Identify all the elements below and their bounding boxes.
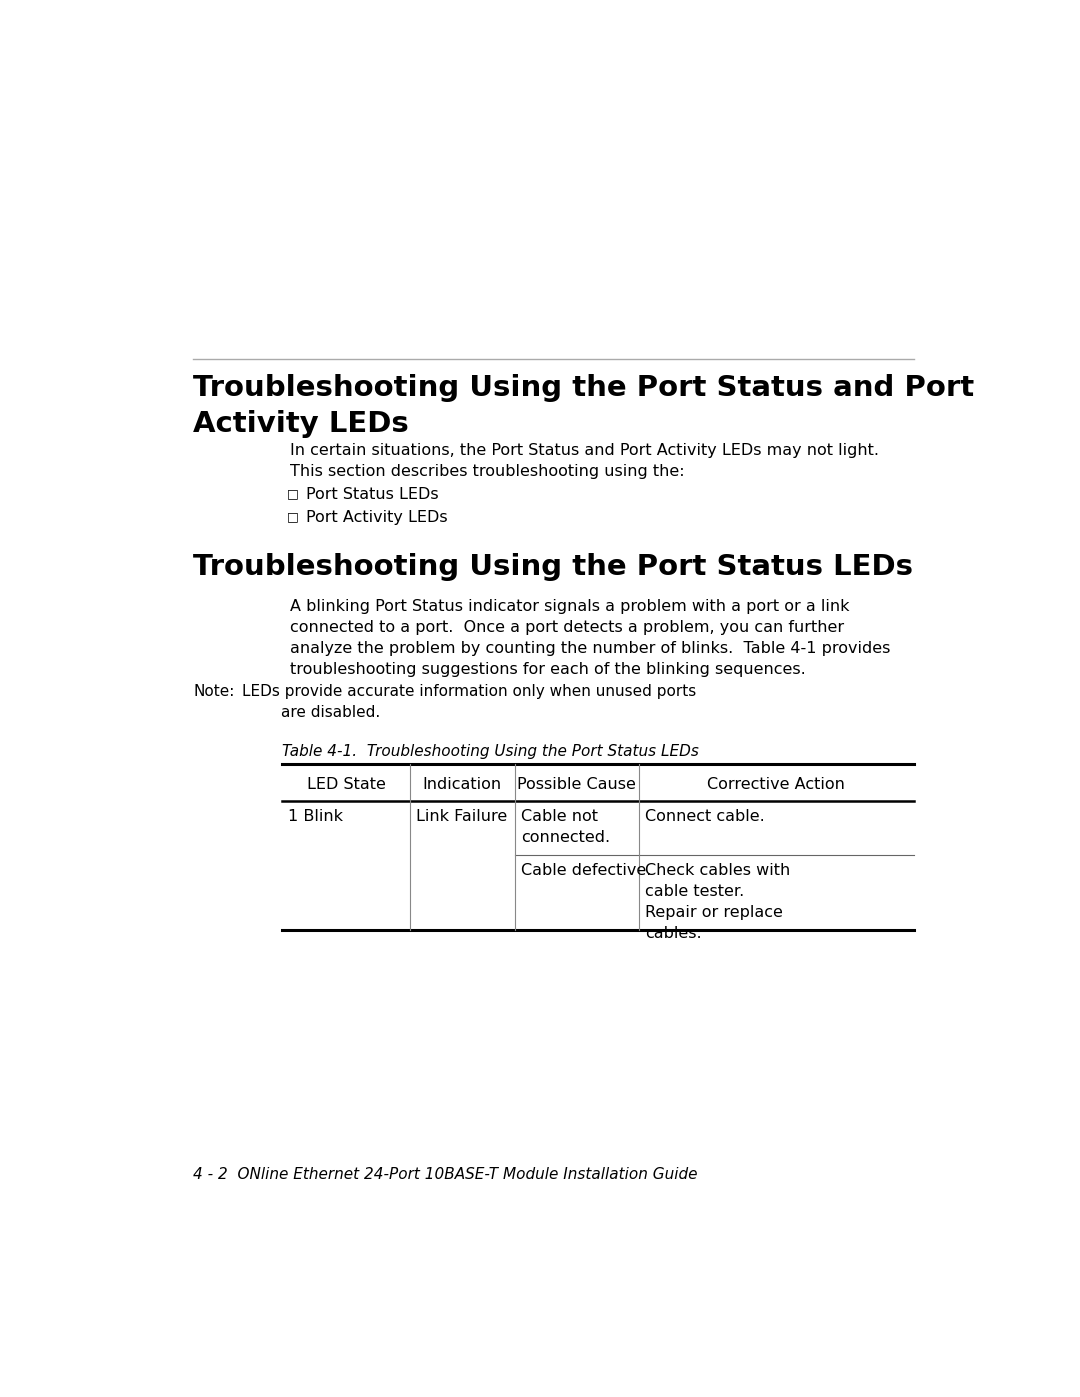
Text: In certain situations, the Port Status and Port Activity LEDs may not light.
Thi: In certain situations, the Port Status a… xyxy=(291,443,879,479)
Text: Port Activity LEDs: Port Activity LEDs xyxy=(306,510,447,525)
Text: Indication: Indication xyxy=(423,777,502,792)
Text: A blinking Port Status indicator signals a problem with a port or a link
connect: A blinking Port Status indicator signals… xyxy=(291,599,890,676)
Text: Check cables with
cable tester.
Repair or replace
cables.: Check cables with cable tester. Repair o… xyxy=(645,863,791,942)
Text: Troubleshooting Using the Port Status LEDs: Troubleshooting Using the Port Status LE… xyxy=(193,553,913,581)
Text: Port Status LEDs: Port Status LEDs xyxy=(306,488,438,502)
Text: Connect cable.: Connect cable. xyxy=(645,809,765,824)
Text: Cable defective.: Cable defective. xyxy=(521,863,651,877)
Text: □: □ xyxy=(287,488,299,500)
Text: Possible Cause: Possible Cause xyxy=(517,777,636,792)
Text: □: □ xyxy=(287,510,299,524)
Text: 4 - 2  ONline Ethernet 24-Port 10BASE-T Module Installation Guide: 4 - 2 ONline Ethernet 24-Port 10BASE-T M… xyxy=(193,1166,698,1182)
Text: Table 4-1.  Troubleshooting Using the Port Status LEDs: Table 4-1. Troubleshooting Using the Por… xyxy=(282,743,699,759)
Text: Corrective Action: Corrective Action xyxy=(707,777,846,792)
Text: 1 Blink: 1 Blink xyxy=(288,809,343,824)
Text: LEDs provide accurate information only when unused ports
        are disabled.: LEDs provide accurate information only w… xyxy=(242,683,697,719)
Text: Note:: Note: xyxy=(193,683,234,698)
Text: Link Failure: Link Failure xyxy=(416,809,508,824)
Text: Troubleshooting Using the Port Status and Port
Activity LEDs: Troubleshooting Using the Port Status an… xyxy=(193,374,974,437)
Text: LED State: LED State xyxy=(307,777,386,792)
Text: Cable not
connected.: Cable not connected. xyxy=(521,809,610,845)
